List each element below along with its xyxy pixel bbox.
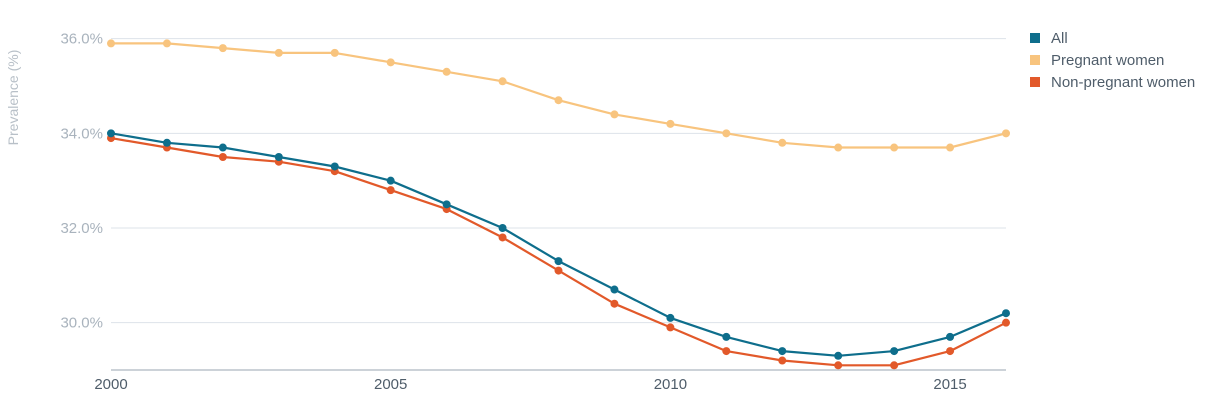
data-point <box>1002 318 1010 327</box>
data-point <box>834 143 843 152</box>
data-point <box>554 266 563 275</box>
legend-swatch <box>1030 33 1040 43</box>
data-point <box>162 138 171 147</box>
data-point <box>890 143 899 152</box>
data-point <box>386 58 395 67</box>
series-pregnant-women <box>107 39 1010 152</box>
gridlines <box>111 38 1006 324</box>
legend-swatch <box>1030 55 1040 65</box>
data-point <box>1002 129 1010 138</box>
data-point <box>834 361 843 370</box>
y-tick-label: 32.0% <box>60 220 103 237</box>
y-tick-label: 34.0% <box>60 125 103 142</box>
y-tick-label: 30.0% <box>60 315 103 332</box>
data-point <box>386 186 395 195</box>
y-tick-label: 36.0% <box>60 31 103 48</box>
data-point <box>666 119 675 128</box>
data-point <box>666 323 675 332</box>
x-tick-label: 2015 <box>933 376 966 393</box>
x-tick-label: 2010 <box>654 376 687 393</box>
data-point <box>834 351 843 360</box>
data-point <box>107 129 115 138</box>
data-point <box>330 162 339 171</box>
data-point <box>610 285 619 294</box>
x-tick-label: 2005 <box>374 376 407 393</box>
data-point <box>274 48 283 57</box>
legend-label: Pregnant women <box>1051 52 1164 69</box>
legend-label: Non-pregnant women <box>1051 74 1195 91</box>
data-point <box>330 48 339 57</box>
data-point <box>722 347 731 356</box>
data-point <box>778 347 787 356</box>
data-point <box>162 39 171 48</box>
data-point <box>890 347 899 356</box>
x-tick-label: 2000 <box>94 376 127 393</box>
series-group <box>107 39 1010 370</box>
data-point <box>498 77 507 86</box>
data-point <box>778 356 787 365</box>
data-point <box>778 138 787 147</box>
data-point <box>442 200 451 209</box>
data-point <box>946 332 955 341</box>
data-point <box>218 44 227 53</box>
data-point <box>386 176 395 185</box>
data-point <box>946 347 955 356</box>
data-point <box>666 313 675 322</box>
data-point <box>498 224 507 232</box>
legend-swatch <box>1030 77 1040 87</box>
data-point <box>890 361 899 370</box>
axes: Prevalence (%) 30.0% 32.0% 34.0% 36.0% 2000 2… <box>5 31 1006 393</box>
legend: All Pregnant women Non-pregnant women <box>1030 30 1195 91</box>
legend-label: All <box>1051 30 1068 47</box>
series-non-pregnant-women <box>107 134 1010 370</box>
y-axis-label: Prevalence (%) <box>5 50 21 146</box>
data-point <box>442 67 451 76</box>
data-point <box>218 143 227 152</box>
data-point <box>554 96 563 105</box>
data-point <box>274 153 283 161</box>
data-point <box>722 129 731 138</box>
data-point <box>554 257 563 266</box>
data-point <box>722 332 731 341</box>
data-point <box>946 143 955 152</box>
series-line <box>109 137 1008 367</box>
data-point <box>610 299 619 308</box>
data-point <box>610 110 619 119</box>
series-all <box>107 129 1010 360</box>
data-point <box>1002 309 1010 318</box>
data-point <box>498 233 507 242</box>
data-point <box>107 39 115 48</box>
data-point <box>218 153 227 161</box>
series-line <box>109 42 1008 149</box>
